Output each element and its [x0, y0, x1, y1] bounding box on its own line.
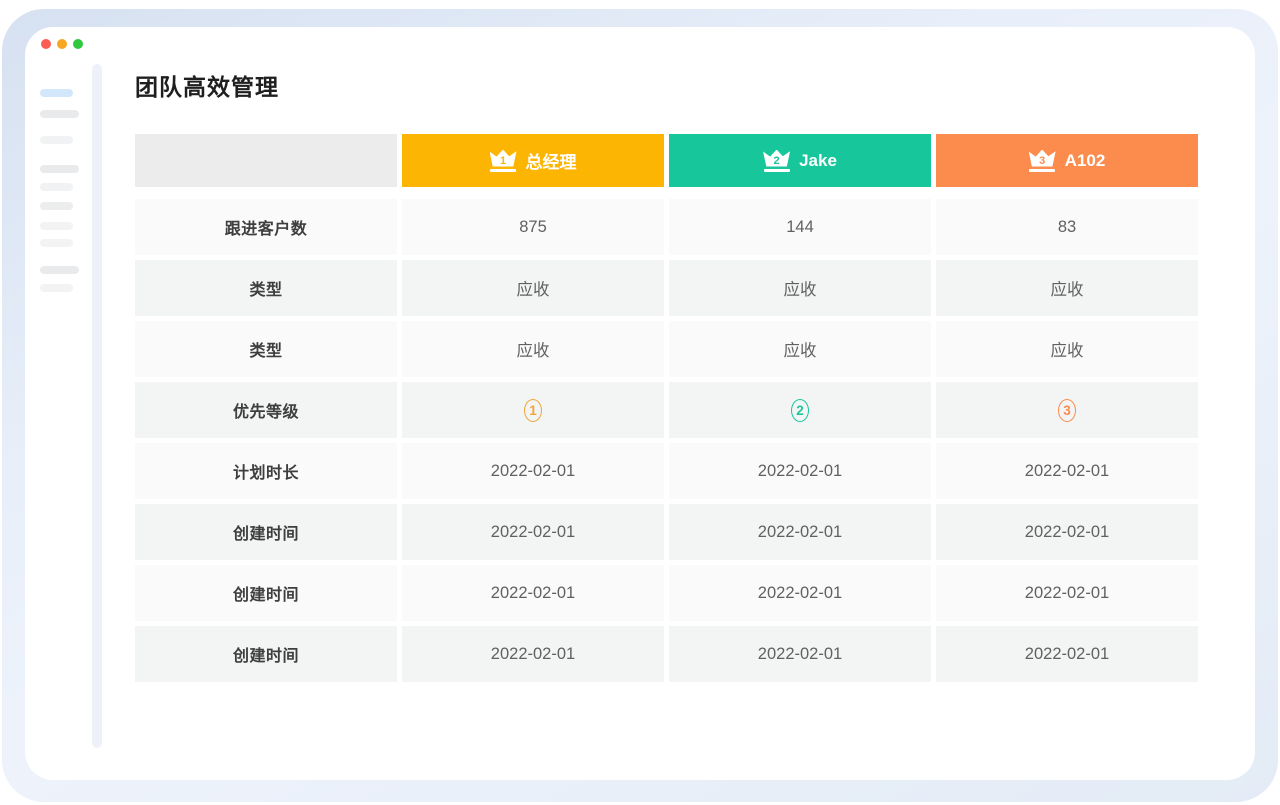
table-cell: 2022-02-01 [669, 626, 931, 682]
row-label: 类型 [135, 321, 397, 377]
table-row-created-time: 创建时间 2022-02-01 2022-02-01 2022-02-01 [135, 504, 1198, 560]
sidebar [40, 89, 80, 292]
table-cell: 2022-02-01 [669, 443, 931, 499]
sidebar-placeholder-bar [40, 136, 73, 144]
table-body: 跟进客户数 875 144 83 类型 应收 应收 应收 类型 [135, 199, 1198, 682]
ranking-table: 1 总经理 2 Jake [135, 134, 1198, 682]
sidebar-item-active[interactable] [40, 89, 73, 97]
table-cell: 1 [402, 382, 664, 438]
table-cell: 应收 [402, 321, 664, 377]
page-title: 团队高效管理 [135, 74, 279, 100]
row-label: 跟进客户数 [135, 199, 397, 255]
table-cell: 144 [669, 199, 931, 255]
table-row-followed-customers: 跟进客户数 875 144 83 [135, 199, 1198, 255]
browser-frame: 团队高效管理 1 总经理 [2, 9, 1278, 802]
table-row-priority: 优先等级 1 2 3 [135, 382, 1198, 438]
table-row-created-time: 创建时间 2022-02-01 2022-02-01 2022-02-01 [135, 626, 1198, 682]
app-window: 团队高效管理 1 总经理 [25, 27, 1255, 780]
table-cell: 2022-02-01 [402, 565, 664, 621]
sidebar-placeholder-bar [40, 202, 73, 210]
table-cell: 2022-02-01 [936, 504, 1198, 560]
table-row-planned-duration: 计划时长 2022-02-01 2022-02-01 2022-02-01 [135, 443, 1198, 499]
table-row-created-time: 创建时间 2022-02-01 2022-02-01 2022-02-01 [135, 565, 1198, 621]
sidebar-placeholder-bar [40, 266, 79, 274]
row-label: 创建时间 [135, 626, 397, 682]
table-cell: 2022-02-01 [936, 565, 1198, 621]
table-cell: 2022-02-01 [669, 565, 931, 621]
crown-rank-2-icon: 2 [763, 149, 791, 172]
row-label: 创建时间 [135, 504, 397, 560]
row-label: 类型 [135, 260, 397, 316]
column-header-rank1: 1 总经理 [402, 134, 664, 187]
column-header-rank3: 3 A102 [936, 134, 1198, 187]
crown-rank-3-icon: 3 [1028, 149, 1056, 172]
priority-3-badge: 3 [1058, 398, 1076, 422]
table-cell: 2 [669, 382, 931, 438]
sidebar-placeholder-bar [40, 222, 73, 230]
column-header-label: 总经理 [525, 153, 577, 172]
row-label: 创建时间 [135, 565, 397, 621]
table-cell: 应收 [936, 321, 1198, 377]
sidebar-placeholder-bar [40, 284, 73, 292]
window-controls [41, 39, 83, 49]
row-label: 计划时长 [135, 443, 397, 499]
table-cell: 2022-02-01 [669, 504, 931, 560]
row-label: 优先等级 [135, 382, 397, 438]
table-header-row: 1 总经理 2 Jake [135, 134, 1198, 187]
table-cell: 应收 [402, 260, 664, 316]
table-cell: 2022-02-01 [936, 443, 1198, 499]
table-corner-cell [135, 134, 397, 187]
table-cell: 3 [936, 382, 1198, 438]
main-content: 团队高效管理 1 总经理 [135, 72, 1198, 682]
table-row-type: 类型 应收 应收 应收 [135, 260, 1198, 316]
table-cell: 83 [936, 199, 1198, 255]
crown-rank-1-icon: 1 [489, 149, 517, 172]
column-header-rank2: 2 Jake [669, 134, 931, 187]
table-cell: 应收 [669, 260, 931, 316]
table-cell: 2022-02-01 [402, 626, 664, 682]
table-cell: 875 [402, 199, 664, 255]
sidebar-placeholder-bar [40, 183, 73, 191]
close-window-button[interactable] [41, 39, 51, 49]
table-cell: 2022-02-01 [402, 504, 664, 560]
table-cell: 应收 [936, 260, 1198, 316]
priority-1-badge: 1 [524, 398, 542, 422]
sidebar-divider [92, 64, 102, 748]
column-header-label: Jake [799, 150, 837, 170]
priority-2-badge: 2 [791, 398, 809, 422]
column-header-label: A102 [1064, 150, 1106, 170]
sidebar-placeholder-bar [40, 239, 73, 247]
sidebar-placeholder-bar [40, 165, 79, 173]
table-row-type: 类型 应收 应收 应收 [135, 321, 1198, 377]
table-cell: 2022-02-01 [402, 443, 664, 499]
table-cell: 应收 [669, 321, 931, 377]
table-cell: 2022-02-01 [936, 626, 1198, 682]
sidebar-placeholder-bar [40, 110, 79, 118]
maximize-window-button[interactable] [73, 39, 83, 49]
minimize-window-button[interactable] [57, 39, 67, 49]
